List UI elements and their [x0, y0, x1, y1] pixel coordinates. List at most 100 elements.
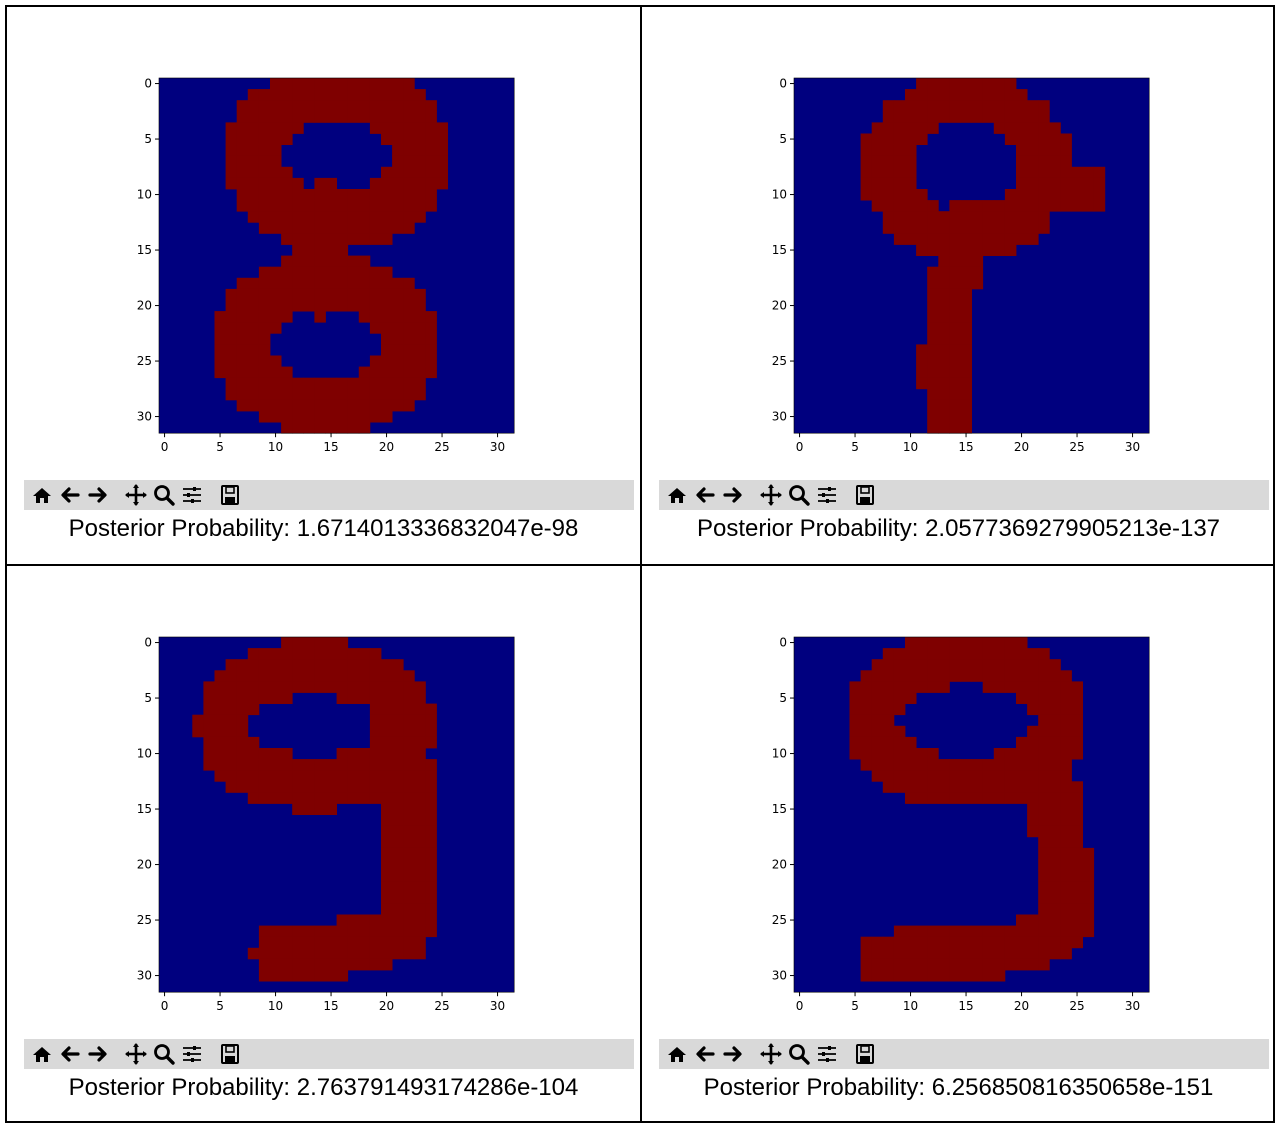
digit-pixel [938, 770, 950, 782]
save-icon[interactable] [218, 483, 242, 507]
digit-pixel [1060, 189, 1072, 201]
digit-pixel [425, 736, 437, 749]
digit-pixel [347, 266, 360, 279]
digit-pixel [358, 377, 371, 390]
digit-pixel [1016, 936, 1028, 949]
digit-pixel [258, 958, 271, 971]
forward-icon[interactable] [721, 1042, 745, 1066]
digit-pixel [927, 377, 939, 390]
digit-pixel [938, 670, 950, 682]
digit-pixel [192, 725, 204, 738]
back-icon[interactable] [693, 483, 717, 507]
forward-icon[interactable] [721, 483, 745, 507]
digit-pixel [1027, 736, 1039, 749]
digit-pixel [358, 958, 371, 971]
x-tick-label: 15 [958, 999, 973, 1013]
digit-pixel [381, 870, 393, 882]
digit-pixel [1016, 222, 1028, 234]
digit-pixel [1016, 189, 1028, 201]
digit-pixel [1060, 836, 1072, 849]
digit-pixel [1060, 847, 1072, 860]
digit-pixel [949, 333, 961, 345]
digit-pixel [1060, 792, 1072, 804]
digit-pixel [860, 681, 873, 693]
pan-icon[interactable] [124, 1042, 148, 1066]
digit-pixel [982, 792, 995, 804]
digit-pixel [905, 144, 917, 157]
zoom-icon[interactable] [787, 1042, 811, 1066]
pan-icon[interactable] [124, 483, 148, 507]
digit-pixel [1049, 792, 1061, 804]
digit-pixel [236, 277, 249, 290]
digit-pixel [381, 100, 393, 112]
digit-pixel [871, 759, 884, 771]
home-icon[interactable] [30, 483, 54, 507]
forward-icon[interactable] [86, 1042, 110, 1066]
digit-pixel [1027, 670, 1039, 682]
digit-pixel [1049, 892, 1061, 904]
digit-pixel [927, 970, 939, 982]
digit-pixel [381, 914, 393, 926]
forward-icon[interactable] [86, 483, 110, 507]
digit-pixel [1093, 200, 1106, 212]
digit-pixel [1071, 825, 1083, 838]
digit-pixel [1060, 825, 1072, 838]
digit-pixel [960, 111, 972, 123]
digit-pixel [225, 681, 238, 693]
y-tick-label: 15 [137, 243, 152, 257]
save-icon[interactable] [853, 1042, 877, 1066]
digit-pixel [347, 233, 360, 245]
digit-pixel [258, 133, 271, 145]
pan-icon[interactable] [759, 483, 783, 507]
back-icon[interactable] [58, 1042, 82, 1066]
digit-pixel [314, 277, 326, 290]
digit-pixel [960, 277, 972, 290]
zoom-icon[interactable] [152, 1042, 176, 1066]
home-icon[interactable] [665, 1042, 689, 1066]
configure-icon[interactable] [180, 1042, 204, 1066]
home-icon[interactable] [30, 1042, 54, 1066]
digit-pixel [369, 388, 382, 401]
digit-pixel [927, 637, 939, 649]
digit-pixel [292, 233, 304, 245]
axes-frame [793, 77, 1150, 434]
digit-pixel [960, 670, 972, 682]
digit-pixel [247, 122, 260, 134]
digit-pixel [927, 399, 939, 412]
digit-pixel [1016, 144, 1028, 157]
digit-pixel [893, 144, 906, 157]
save-icon[interactable] [853, 483, 877, 507]
digit-pixel [960, 211, 972, 223]
home-icon[interactable] [665, 483, 689, 507]
digit-pixel [281, 681, 293, 693]
zoom-icon[interactable] [152, 483, 176, 507]
digit-pixel [403, 89, 415, 101]
digit-pixel [381, 189, 393, 201]
digit-pixel [949, 200, 961, 212]
digit-pixel [860, 703, 873, 716]
digit-pixel [358, 200, 371, 212]
digit-pixel [347, 111, 360, 123]
digit-pixel [225, 748, 238, 760]
digit-pixel [1027, 681, 1039, 693]
save-icon[interactable] [218, 1042, 242, 1066]
digit-pixel [225, 333, 238, 345]
digit-pixel [927, 759, 939, 771]
digit-pixel [905, 936, 917, 949]
digit-pixel [938, 322, 950, 334]
digit-pixel [236, 177, 249, 190]
configure-icon[interactable] [180, 483, 204, 507]
digit-pixel [292, 936, 304, 949]
pan-icon[interactable] [759, 1042, 783, 1066]
configure-icon[interactable] [815, 483, 839, 507]
digit-pixel [358, 222, 371, 234]
digit-pixel [270, 781, 282, 793]
digit-pixel [982, 111, 995, 123]
digit-pixel [1060, 155, 1072, 168]
back-icon[interactable] [693, 1042, 717, 1066]
digit-pixel [414, 714, 426, 727]
zoom-icon[interactable] [787, 483, 811, 507]
configure-icon[interactable] [815, 1042, 839, 1066]
back-icon[interactable] [58, 483, 82, 507]
digit-pixel [392, 692, 404, 704]
